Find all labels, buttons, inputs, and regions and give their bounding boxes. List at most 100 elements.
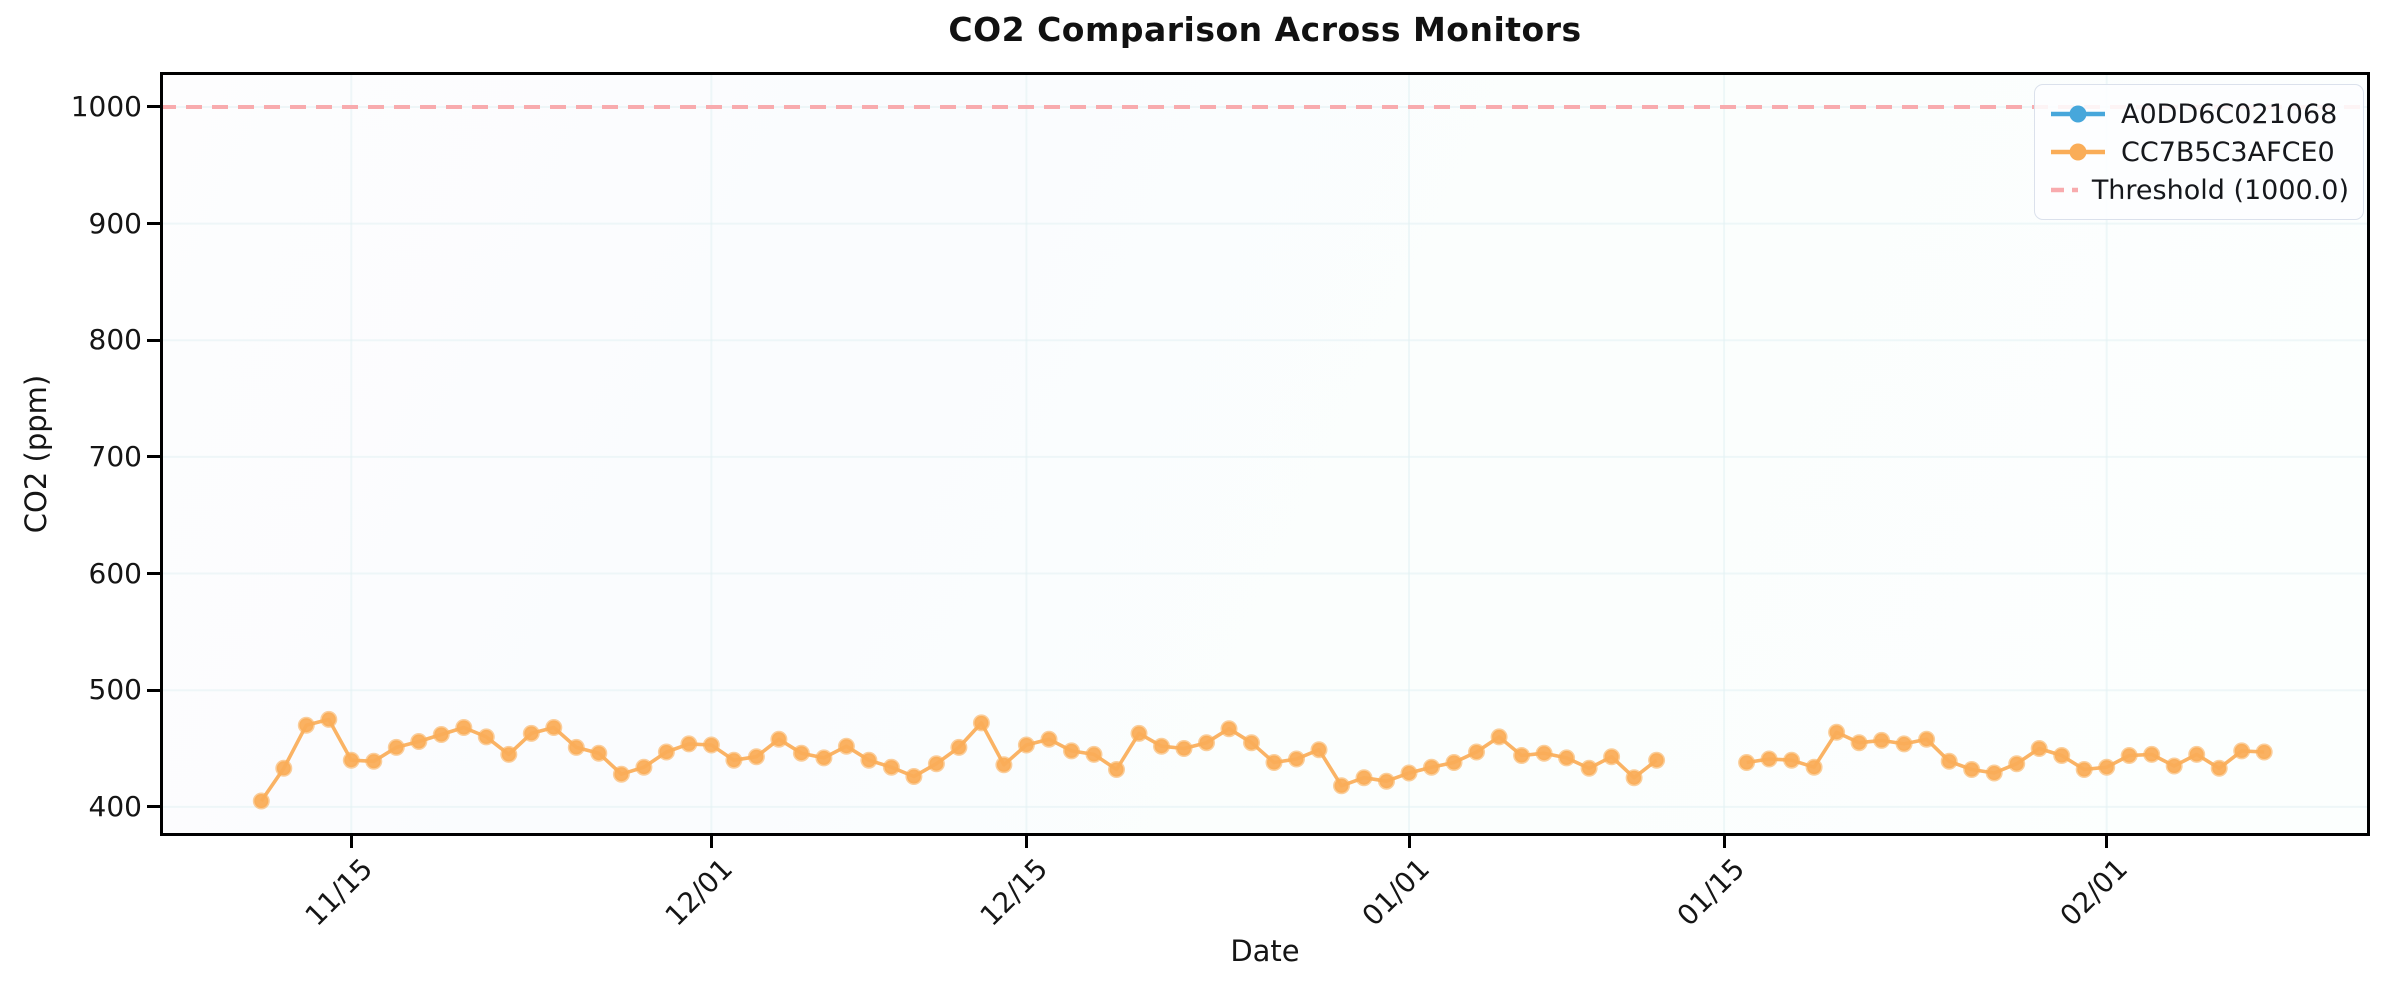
legend: A0DD6C021068 CC7B5C3AFCE0 Threshold (1000.… — [2034, 84, 2364, 220]
data-point-CC7B5C3AFCE0 — [320, 710, 338, 728]
data-point-CC7B5C3AFCE0 — [1423, 758, 1440, 776]
data-point-CC7B5C3AFCE0 — [1243, 734, 1260, 752]
y-tick-label: 500 — [88, 673, 142, 707]
y-tick-label: 400 — [88, 789, 142, 823]
data-point-CC7B5C3AFCE0 — [365, 752, 383, 770]
x-tick-label: 11/15 — [298, 852, 379, 933]
data-point-CC7B5C3AFCE0 — [477, 728, 495, 746]
data-point-CC7B5C3AFCE0 — [905, 768, 923, 785]
legend-sample-A0DD6C021068-icon — [2051, 105, 2105, 123]
y-axis-label: CO2 (ppm) — [19, 374, 53, 534]
plot-area-background — [160, 72, 2370, 836]
data-point-CC7B5C3AFCE0 — [342, 751, 360, 769]
data-point-CC7B5C3AFCE0 — [297, 716, 315, 734]
data-point-CC7B5C3AFCE0 — [1198, 734, 1215, 752]
data-point-CC7B5C3AFCE0 — [1783, 751, 1801, 769]
y-tick-label: 900 — [88, 206, 142, 240]
data-point-CC7B5C3AFCE0 — [2075, 761, 2093, 778]
data-point-CC7B5C3AFCE0 — [2143, 745, 2161, 763]
legend-item: Threshold (1000.0) — [2049, 171, 2349, 209]
data-point-CC7B5C3AFCE0 — [432, 726, 450, 743]
data-point-CC7B5C3AFCE0 — [410, 733, 428, 750]
data-point-CC7B5C3AFCE0 — [657, 743, 675, 761]
y-tick-mark — [147, 455, 160, 459]
data-point-CC7B5C3AFCE0 — [1130, 724, 1148, 742]
data-point-CC7B5C3AFCE0 — [1738, 754, 1756, 771]
x-tick-label: 12/01 — [658, 852, 739, 933]
data-point-CC7B5C3AFCE0 — [635, 758, 653, 776]
data-point-CC7B5C3AFCE0 — [1760, 750, 1778, 768]
y-tick-label: 600 — [88, 556, 142, 590]
data-point-CC7B5C3AFCE0 — [1535, 744, 1553, 762]
data-point-CC7B5C3AFCE0 — [2233, 742, 2251, 760]
series-line-CC7B5C3AFCE0 — [1746, 730, 2265, 775]
legend-item: CC7B5C3AFCE0 — [2049, 133, 2349, 171]
data-point-CC7B5C3AFCE0 — [2188, 745, 2206, 763]
x-tick-mark — [1722, 836, 1726, 848]
data-point-CC7B5C3AFCE0 — [1333, 777, 1350, 795]
data-point-CC7B5C3AFCE0 — [1400, 764, 1418, 782]
data-point-CC7B5C3AFCE0 — [1153, 737, 1170, 755]
legend-label: Threshold (1000.0) — [2091, 174, 2349, 206]
data-point-CC7B5C3AFCE0 — [1918, 730, 1936, 748]
y-tick-mark — [147, 688, 160, 692]
x-tick-mark — [2105, 836, 2109, 848]
x-tick-label: 01/15 — [1671, 852, 1752, 933]
legend-sample-CC7B5C3AFCE0-icon — [2051, 143, 2105, 161]
data-point-CC7B5C3AFCE0 — [1963, 761, 1981, 778]
legend-label: A0DD6C021068 — [2121, 98, 2338, 130]
data-point-CC7B5C3AFCE0 — [792, 744, 810, 762]
data-point-CC7B5C3AFCE0 — [770, 730, 788, 748]
data-point-CC7B5C3AFCE0 — [1468, 743, 1485, 761]
data-point-CC7B5C3AFCE0 — [927, 755, 945, 773]
plot-svg — [160, 72, 2370, 836]
y-tick-mark — [147, 105, 160, 109]
data-point-CC7B5C3AFCE0 — [2053, 747, 2071, 764]
x-tick-mark — [1024, 836, 1028, 848]
data-point-CC7B5C3AFCE0 — [1490, 728, 1508, 746]
data-point-CC7B5C3AFCE0 — [1040, 730, 1058, 748]
legend-sample-threshold-icon — [2051, 187, 2078, 193]
data-point-CC7B5C3AFCE0 — [1648, 751, 1666, 769]
y-tick-mark — [147, 572, 160, 576]
data-point-CC7B5C3AFCE0 — [1063, 742, 1080, 760]
data-point-CC7B5C3AFCE0 — [1805, 758, 1823, 776]
x-tick-mark — [349, 836, 353, 848]
data-point-CC7B5C3AFCE0 — [815, 749, 833, 767]
data-point-CC7B5C3AFCE0 — [2098, 758, 2116, 776]
data-point-CC7B5C3AFCE0 — [882, 758, 900, 776]
data-point-CC7B5C3AFCE0 — [995, 756, 1013, 774]
data-point-CC7B5C3AFCE0 — [1310, 741, 1328, 759]
y-tick-label: 800 — [88, 323, 142, 357]
data-point-CC7B5C3AFCE0 — [1355, 769, 1373, 787]
data-point-CC7B5C3AFCE0 — [2030, 740, 2048, 757]
y-tick-mark — [147, 338, 160, 342]
data-point-CC7B5C3AFCE0 — [680, 735, 698, 753]
data-point-CC7B5C3AFCE0 — [1288, 750, 1305, 768]
chart-title: CO2 Comparison Across Monitors — [948, 10, 1582, 49]
data-point-CC7B5C3AFCE0 — [387, 738, 405, 756]
x-axis-label: Date — [1230, 934, 1300, 968]
legend-item: A0DD6C021068 — [2049, 95, 2349, 133]
data-point-CC7B5C3AFCE0 — [252, 792, 270, 810]
data-point-CC7B5C3AFCE0 — [2008, 755, 2026, 773]
data-point-CC7B5C3AFCE0 — [455, 719, 473, 736]
y-tick-mark — [147, 805, 160, 809]
x-tick-label: 01/01 — [1355, 852, 1437, 933]
data-point-CC7B5C3AFCE0 — [612, 765, 630, 783]
data-point-CC7B5C3AFCE0 — [1445, 754, 1463, 771]
data-point-CC7B5C3AFCE0 — [2165, 757, 2183, 775]
data-point-CC7B5C3AFCE0 — [2120, 747, 2138, 764]
data-point-CC7B5C3AFCE0 — [702, 736, 720, 754]
data-point-CC7B5C3AFCE0 — [1378, 772, 1395, 790]
data-point-CC7B5C3AFCE0 — [747, 748, 765, 766]
data-point-CC7B5C3AFCE0 — [2255, 743, 2273, 761]
data-point-CC7B5C3AFCE0 — [1580, 759, 1598, 777]
data-point-CC7B5C3AFCE0 — [1220, 720, 1238, 738]
y-tick-label: 1000 — [70, 89, 142, 123]
data-point-CC7B5C3AFCE0 — [1940, 752, 1958, 770]
data-point-CC7B5C3AFCE0 — [590, 744, 608, 762]
x-tick-label: 12/15 — [973, 852, 1054, 933]
data-point-CC7B5C3AFCE0 — [972, 714, 990, 732]
